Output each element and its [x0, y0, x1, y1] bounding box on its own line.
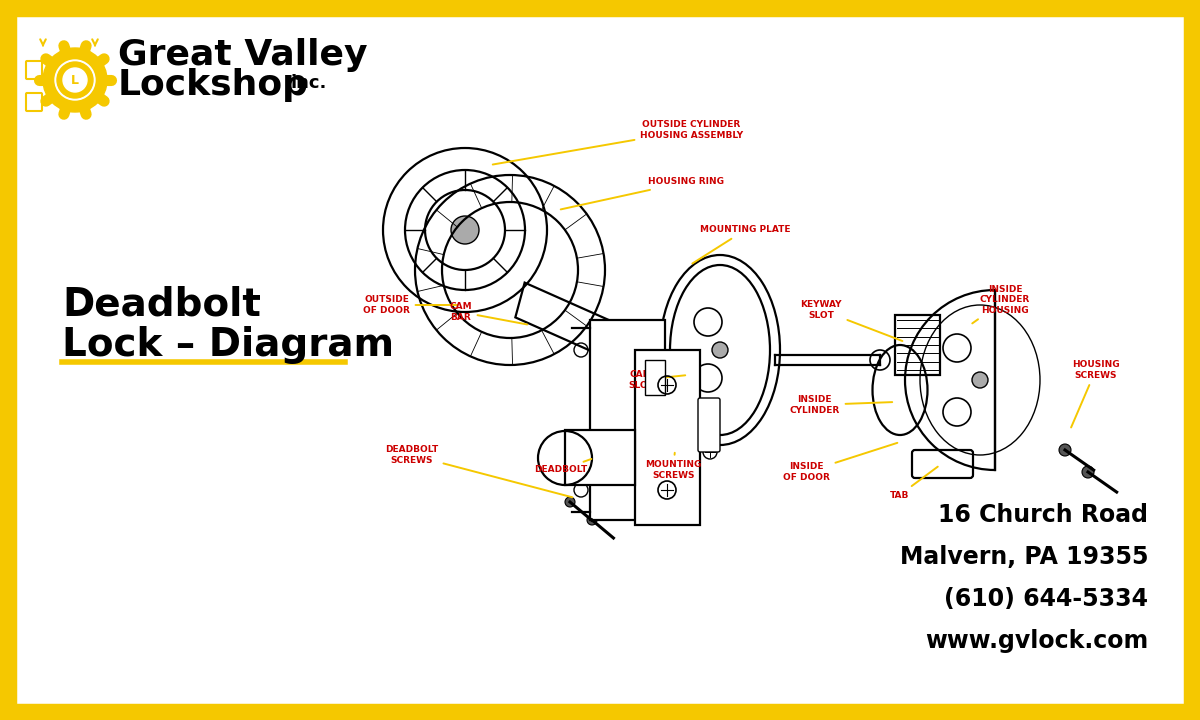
Text: OUTSIDE CYLINDER
HOUSING ASSEMBLY: OUTSIDE CYLINDER HOUSING ASSEMBLY — [493, 120, 743, 165]
Text: MOUNTING PLATE: MOUNTING PLATE — [692, 225, 791, 264]
Text: CAM
SLOT: CAM SLOT — [628, 370, 685, 390]
Text: TAB: TAB — [890, 467, 937, 500]
Text: www.gvlock.com: www.gvlock.com — [925, 629, 1148, 653]
Circle shape — [1082, 466, 1094, 478]
Text: DEADBOLT: DEADBOLT — [534, 459, 592, 474]
Text: Lock – Diagram: Lock – Diagram — [62, 326, 394, 364]
Text: HOUSING RING: HOUSING RING — [560, 178, 724, 210]
FancyBboxPatch shape — [590, 320, 665, 520]
Text: Deadbolt: Deadbolt — [62, 286, 260, 324]
Text: INSIDE
OF DOOR: INSIDE OF DOOR — [784, 443, 898, 482]
Text: (610) 644-5334: (610) 644-5334 — [944, 587, 1148, 611]
Circle shape — [712, 342, 728, 358]
Text: 16 Church Road: 16 Church Road — [938, 503, 1148, 527]
FancyBboxPatch shape — [895, 315, 940, 375]
Text: Great Valley: Great Valley — [118, 38, 367, 72]
Circle shape — [587, 515, 598, 525]
Text: Malvern, PA 19355: Malvern, PA 19355 — [900, 545, 1148, 569]
Text: MOUNTING
SCREWS: MOUNTING SCREWS — [646, 453, 701, 480]
Text: OUTSIDE
OF DOOR: OUTSIDE OF DOOR — [364, 295, 457, 315]
Text: CAM
BAR: CAM BAR — [449, 302, 527, 325]
FancyBboxPatch shape — [912, 450, 973, 478]
Text: HOUSING
SCREWS: HOUSING SCREWS — [1072, 360, 1120, 428]
Text: Lockshop: Lockshop — [118, 68, 310, 102]
Text: KEYWAY
SLOT: KEYWAY SLOT — [800, 300, 902, 341]
FancyBboxPatch shape — [565, 430, 635, 485]
Text: DEADBOLT
SCREWS: DEADBOLT SCREWS — [385, 445, 572, 498]
FancyBboxPatch shape — [635, 350, 700, 525]
Text: inc.: inc. — [290, 74, 326, 92]
Circle shape — [58, 62, 94, 98]
Circle shape — [451, 216, 479, 244]
Circle shape — [55, 60, 95, 100]
Text: INSIDE
CYLINDER: INSIDE CYLINDER — [790, 395, 893, 415]
Circle shape — [43, 48, 107, 112]
Circle shape — [1060, 444, 1072, 456]
Text: INSIDE
CYLINDER
HOUSING: INSIDE CYLINDER HOUSING — [972, 285, 1031, 323]
FancyBboxPatch shape — [646, 360, 665, 395]
Circle shape — [565, 497, 575, 507]
Circle shape — [64, 68, 88, 92]
Circle shape — [972, 372, 988, 388]
FancyBboxPatch shape — [698, 398, 720, 452]
Text: L: L — [71, 73, 79, 86]
